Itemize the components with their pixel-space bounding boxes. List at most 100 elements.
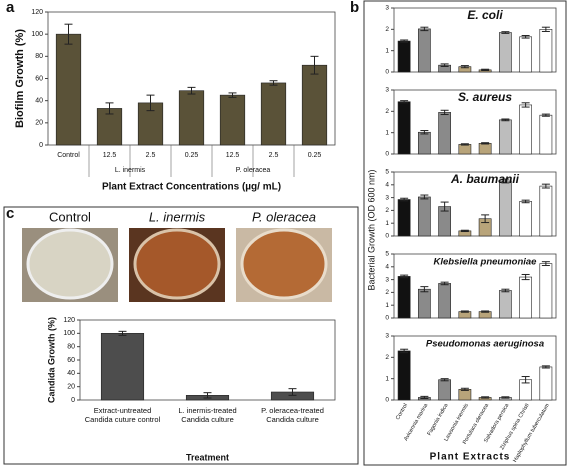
x-axis-label: Plant Extract Concentrations (µg/ mL) bbox=[102, 182, 281, 193]
bar bbox=[397, 199, 411, 237]
bar bbox=[498, 119, 512, 155]
bar bbox=[438, 112, 451, 155]
chart-title: A. baumanii bbox=[450, 172, 520, 186]
bar bbox=[458, 144, 472, 155]
x-tick-label: 0.25 bbox=[308, 152, 322, 159]
panel-letter: c bbox=[6, 205, 14, 222]
bar bbox=[438, 283, 451, 319]
bar bbox=[498, 180, 512, 237]
y-tick-label: 4 bbox=[385, 182, 389, 189]
plot-frame bbox=[393, 171, 557, 237]
bar bbox=[301, 64, 328, 146]
bar bbox=[498, 32, 512, 73]
y-tick-label: 5 bbox=[385, 169, 389, 176]
y-tick-label: 60 bbox=[67, 357, 75, 364]
well bbox=[26, 228, 114, 300]
x-axis-label: Plant Extracts bbox=[430, 452, 511, 463]
bar bbox=[519, 36, 532, 73]
chart-title: S. aureus bbox=[458, 90, 512, 104]
y-tick-label: 2 bbox=[385, 108, 389, 115]
x-tick-label: Extract-untreated Candida cuture control bbox=[84, 406, 161, 424]
bar bbox=[438, 379, 451, 401]
y-tick-label: 2 bbox=[385, 289, 389, 296]
y-tick-label: 20 bbox=[67, 384, 75, 391]
bar bbox=[519, 104, 532, 155]
x-tick-label: Fagonia indica bbox=[427, 402, 451, 437]
y-tick-label: 100 bbox=[31, 31, 43, 38]
bar bbox=[397, 101, 411, 155]
y-tick-label: 40 bbox=[35, 98, 43, 105]
bar bbox=[178, 90, 205, 146]
y-tick-label: 5 bbox=[385, 251, 389, 258]
bar bbox=[397, 276, 411, 319]
bar bbox=[96, 108, 123, 146]
bar bbox=[519, 201, 532, 237]
y-tick-label: 2 bbox=[385, 26, 389, 33]
bar bbox=[519, 276, 532, 319]
panel-letter: b bbox=[350, 0, 359, 16]
bar bbox=[260, 82, 287, 146]
group-label: P. oleracea bbox=[236, 167, 271, 174]
photo-label: P. oleracea bbox=[252, 209, 316, 224]
x-tick-label: 12.5 bbox=[226, 152, 240, 159]
y-tick-label: 3 bbox=[385, 87, 389, 94]
x-tick-label: 2.5 bbox=[269, 152, 279, 159]
bar bbox=[417, 288, 431, 319]
y-tick-label: 0 bbox=[71, 397, 75, 404]
bar bbox=[417, 131, 431, 155]
y-tick-label: 1 bbox=[385, 302, 389, 309]
bar bbox=[100, 333, 145, 401]
photo-label: Control bbox=[49, 209, 91, 224]
x-tick-label: L. inermis-treated Candida culture bbox=[178, 406, 237, 424]
bar bbox=[397, 40, 411, 73]
y-tick-label: 3 bbox=[385, 194, 389, 201]
y-tick-label: 0 bbox=[385, 315, 389, 322]
bar bbox=[417, 196, 431, 237]
x-tick-label: P. oleracea-treated Candida culture bbox=[261, 406, 324, 424]
photo-label: L. inermis bbox=[149, 209, 206, 224]
y-tick-label: 2 bbox=[385, 354, 389, 361]
plot-frame bbox=[393, 89, 557, 155]
chart-title: Klebsiella pneumoniae bbox=[434, 257, 538, 268]
plot-frame bbox=[393, 253, 557, 319]
x-tick-label: 12.5 bbox=[103, 152, 117, 159]
bar bbox=[397, 350, 411, 401]
well bbox=[240, 228, 328, 300]
bar bbox=[539, 185, 553, 237]
bar bbox=[458, 389, 472, 401]
bar bbox=[478, 143, 492, 155]
y-tick-label: 1 bbox=[385, 47, 389, 54]
y-tick-label: 0 bbox=[39, 142, 43, 149]
y-axis-label: Candida Growth (%) bbox=[46, 317, 56, 403]
y-tick-label: 120 bbox=[31, 9, 43, 16]
panel-b-frame bbox=[363, 0, 567, 466]
y-tick-label: 80 bbox=[67, 344, 75, 351]
chart-title: Pseudomonas aeruginosa bbox=[426, 339, 544, 350]
y-tick-label: 3 bbox=[385, 333, 389, 340]
y-axis-label: Bacterial Growth (OD 600 nm) bbox=[366, 169, 376, 290]
bar bbox=[539, 263, 553, 319]
y-tick-label: 0 bbox=[385, 397, 389, 404]
y-tick-label: 0 bbox=[385, 233, 389, 240]
well bbox=[133, 228, 221, 300]
x-tick-label: Haplophyllum tuberculatum bbox=[512, 402, 551, 463]
x-tick-label: Control bbox=[395, 403, 409, 421]
bar bbox=[539, 29, 553, 73]
y-tick-label: 0 bbox=[385, 69, 389, 76]
plot-frame bbox=[393, 335, 557, 401]
y-tick-label: 40 bbox=[67, 370, 75, 377]
y-tick-label: 1 bbox=[385, 220, 389, 227]
bar bbox=[498, 290, 512, 319]
y-tick-label: 20 bbox=[35, 120, 43, 127]
y-tick-label: 120 bbox=[63, 317, 75, 324]
y-axis-label: Biofilm Growth (%) bbox=[14, 29, 26, 128]
y-tick-label: 0 bbox=[385, 151, 389, 158]
bar bbox=[539, 366, 553, 401]
y-tick-label: 3 bbox=[385, 276, 389, 283]
bar bbox=[539, 114, 553, 155]
x-axis-label: Treatment bbox=[186, 452, 229, 462]
group-label: L. inermis bbox=[115, 167, 146, 174]
panel-letter: a bbox=[6, 0, 15, 16]
